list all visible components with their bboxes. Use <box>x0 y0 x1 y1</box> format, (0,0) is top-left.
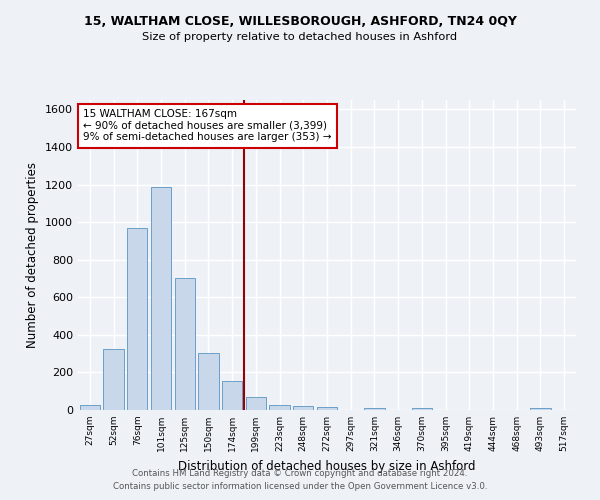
Bar <box>246 397 266 410</box>
Bar <box>199 352 218 410</box>
Text: Size of property relative to detached houses in Ashford: Size of property relative to detached ho… <box>142 32 458 42</box>
Y-axis label: Number of detached properties: Number of detached properties <box>26 162 40 348</box>
Bar <box>364 408 385 410</box>
Bar <box>151 188 171 410</box>
Text: 15, WALTHAM CLOSE, WILLESBOROUGH, ASHFORD, TN24 0QY: 15, WALTHAM CLOSE, WILLESBOROUGH, ASHFOR… <box>83 15 517 28</box>
Text: Contains public sector information licensed under the Open Government Licence v3: Contains public sector information licen… <box>113 482 487 491</box>
Bar <box>293 406 313 410</box>
Bar <box>530 408 551 410</box>
Bar <box>175 278 195 410</box>
Text: Contains HM Land Registry data © Crown copyright and database right 2024.: Contains HM Land Registry data © Crown c… <box>132 468 468 477</box>
Bar <box>127 228 148 410</box>
Bar <box>269 404 290 410</box>
Text: 15 WALTHAM CLOSE: 167sqm
← 90% of detached houses are smaller (3,399)
9% of semi: 15 WALTHAM CLOSE: 167sqm ← 90% of detach… <box>83 110 331 142</box>
Bar <box>412 408 432 410</box>
Bar <box>317 407 337 410</box>
Bar <box>103 349 124 410</box>
X-axis label: Distribution of detached houses by size in Ashford: Distribution of detached houses by size … <box>178 460 476 472</box>
Bar <box>80 406 100 410</box>
Bar <box>222 381 242 410</box>
